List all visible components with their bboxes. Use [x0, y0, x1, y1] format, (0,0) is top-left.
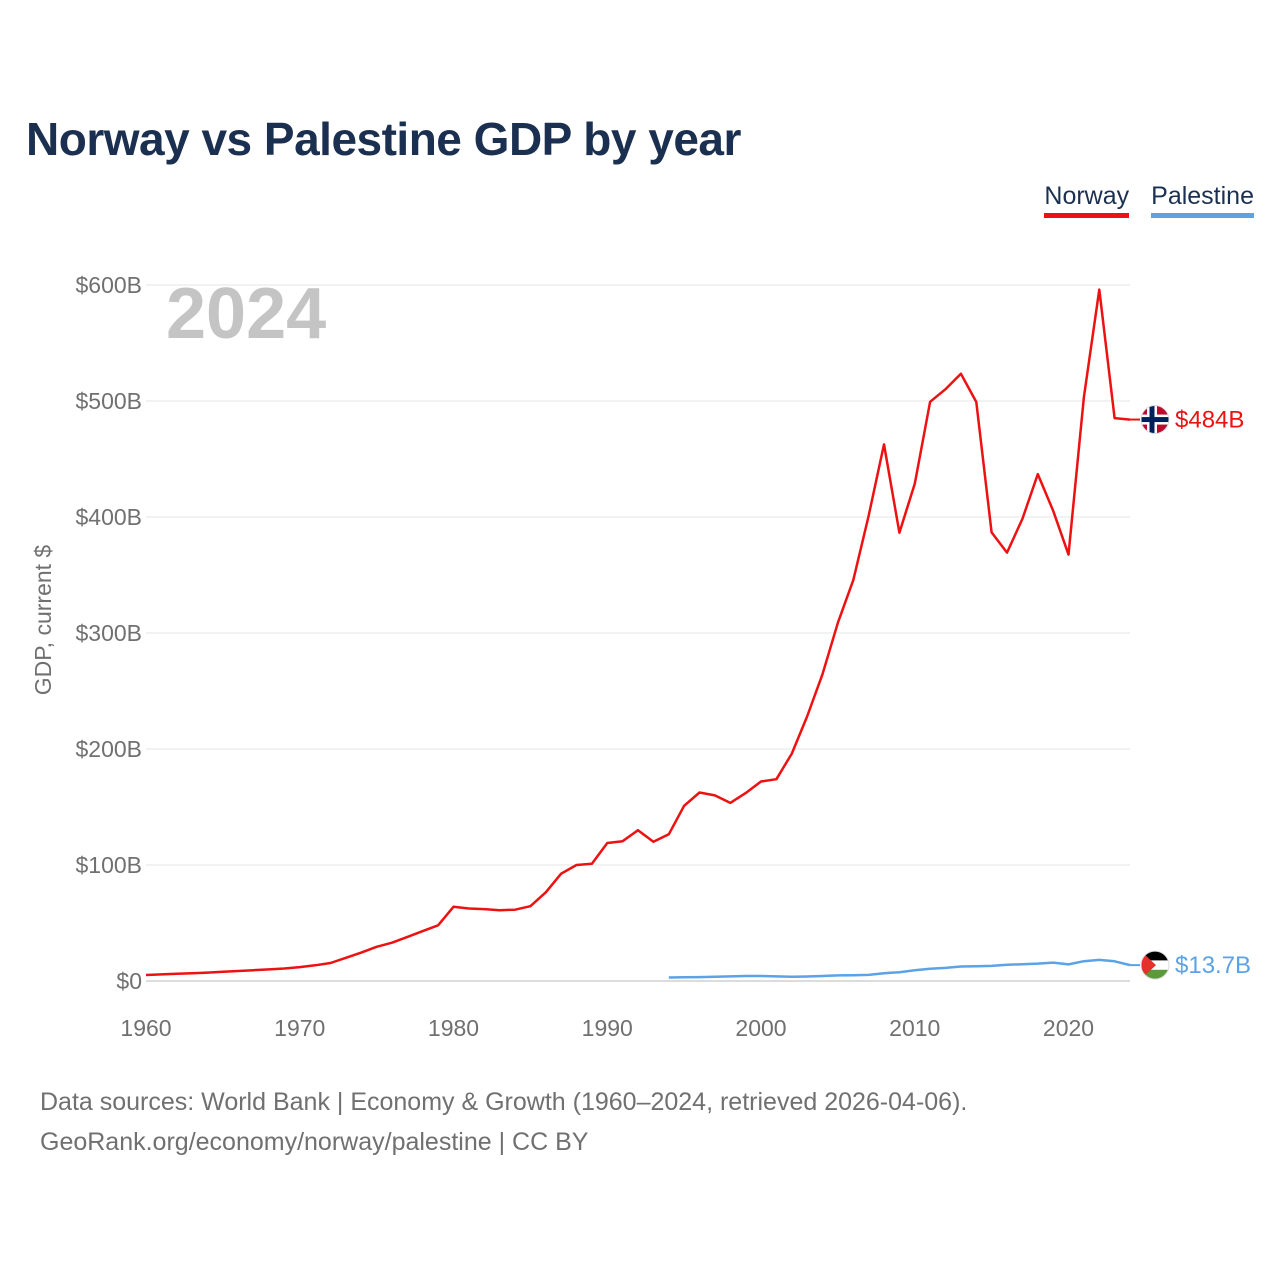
data-source-note: Data sources: World Bank | Economy & Gro… [40, 1088, 968, 1116]
footer: Data sources: World Bank | Economy & Gro… [40, 1082, 967, 1162]
chart-title: Norway vs Palestine GDP by year [26, 113, 741, 165]
y-tick-label: $0 [116, 968, 142, 994]
y-tick-label: $600B [75, 272, 142, 298]
norway-flag-icon [1141, 405, 1169, 434]
x-tick-label: 2020 [1043, 1015, 1094, 1041]
x-tick-label: 1970 [274, 1015, 325, 1041]
x-tick-label: 1960 [120, 1015, 171, 1041]
y-axis-label: GDP, current $ [30, 545, 56, 696]
y-tick-label: $300B [75, 620, 142, 646]
x-tick-label: 1990 [582, 1015, 633, 1041]
series-end-label-palestine: $13.7B [1175, 952, 1251, 979]
flag-outline [1140, 950, 1170, 980]
series-line-norway [145, 288, 1131, 977]
y-tick-label: $400B [75, 504, 142, 530]
palestine-flag-icon [1141, 951, 1169, 980]
y-tick-label: $100B [75, 852, 142, 878]
attribution-link[interactable]: GeoRank.org/economy/norway/palestine | C… [40, 1128, 589, 1156]
x-tick-label: 2000 [735, 1015, 786, 1041]
x-tick-label: 1980 [428, 1015, 479, 1041]
legend-item-norway[interactable]: Norway [1044, 182, 1130, 218]
legend-item-palestine[interactable]: Palestine [1151, 182, 1254, 218]
series-line-palestine [668, 958, 1131, 979]
series-end-label-norway: $484B [1175, 407, 1244, 434]
flag-outline [1140, 405, 1170, 435]
legend: Norway Palestine [1044, 182, 1254, 218]
y-tick-label: $500B [75, 388, 142, 414]
y-tick-label: $200B [75, 736, 142, 762]
x-tick-label: 2010 [889, 1015, 940, 1041]
year-watermark: 2024 [166, 274, 326, 354]
